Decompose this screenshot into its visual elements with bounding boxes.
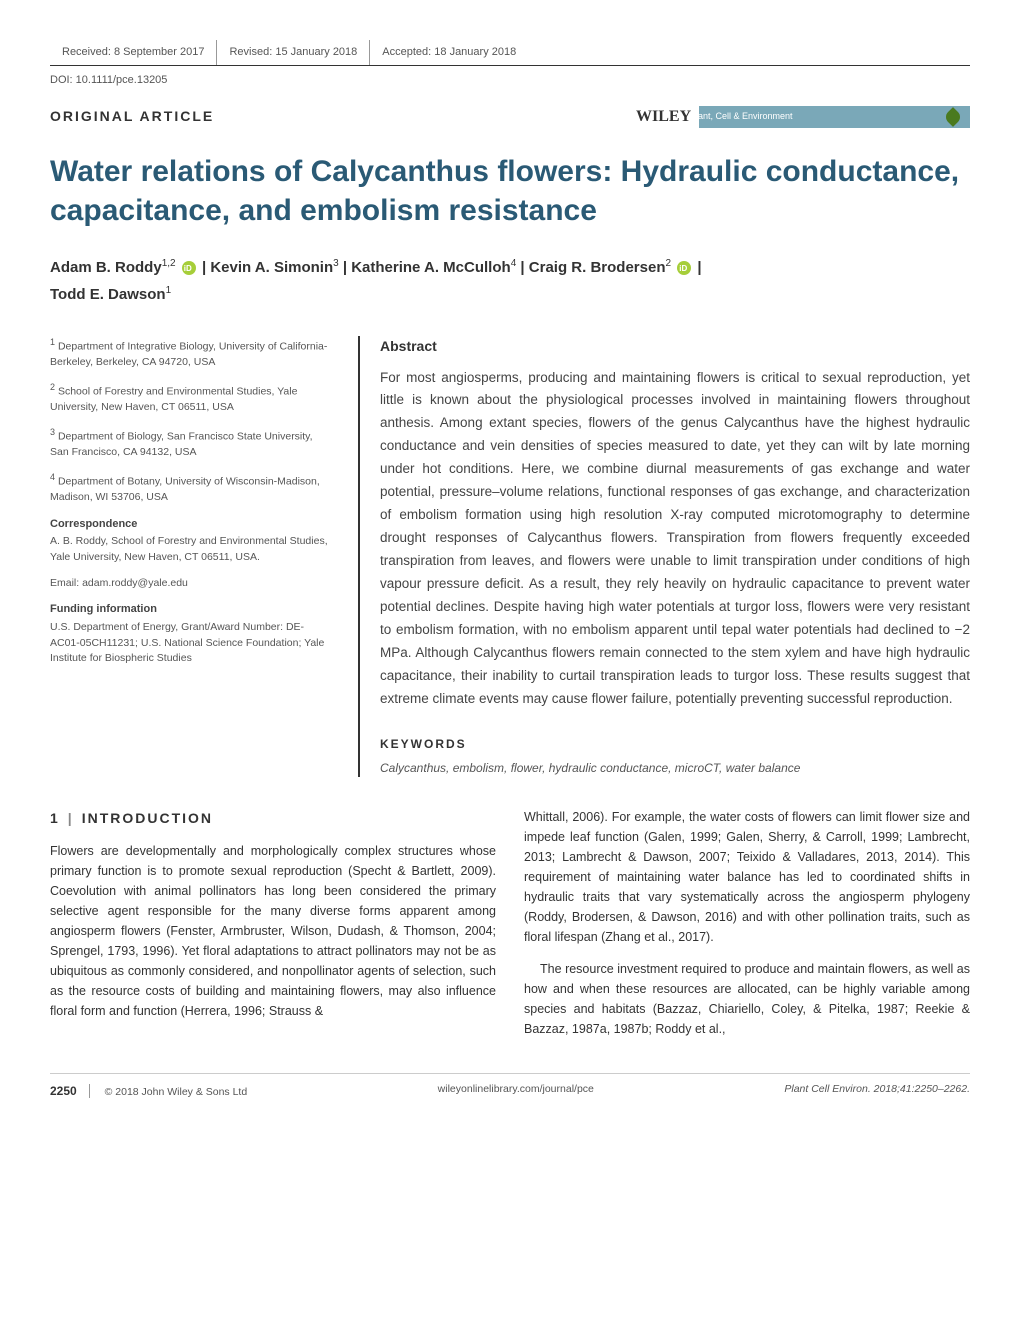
author-3-affil: 4 (511, 258, 517, 269)
section-number: 1 (50, 810, 60, 826)
revised-date: Revised: 15 January 2018 (217, 40, 370, 65)
article-title: Water relations of Calycanthus flowers: … (50, 152, 970, 230)
author-list: Adam B. Roddy1,2 | Kevin A. Simonin3 | K… (50, 254, 970, 308)
article-meta-bar: Received: 8 September 2017 Revised: 15 J… (50, 40, 970, 66)
author-4: Craig R. Brodersen (529, 259, 666, 276)
footer-url: wileyonlinelibrary.com/journal/pce (438, 1082, 594, 1101)
doi-text: DOI: 10.1111/pce.13205 (50, 72, 970, 89)
affiliation-4: 4 Department of Botany, University of Wi… (50, 471, 330, 506)
sidebar-metadata: 1 Department of Integrative Biology, Uni… (50, 336, 330, 777)
abstract-block: Abstract For most angiosperms, producing… (358, 336, 970, 777)
author-1-affil: 1,2 (162, 258, 176, 269)
journal-brand-banner: WILEY Plant, Cell & Environment (630, 106, 970, 128)
affiliation-1: 1 Department of Integrative Biology, Uni… (50, 336, 330, 371)
section-1-heading: 1 | INTRODUCTION (50, 807, 496, 829)
leaf-icon (943, 107, 963, 127)
abstract-text: For most angiosperms, producing and main… (380, 367, 970, 711)
body-column-left: 1 | INTRODUCTION Flowers are developmental… (50, 807, 496, 1039)
footer-citation: Plant Cell Environ. 2018;41:2250–2262. (784, 1082, 970, 1101)
section-pipe: | (68, 810, 74, 826)
body-column-right: Whittall, 2006). For example, the water … (524, 807, 970, 1039)
journal-name-text: Plant, Cell & Environment (690, 110, 793, 124)
body-paragraph: The resource investment required to prod… (524, 959, 970, 1039)
author-5: Todd E. Dawson (50, 286, 166, 303)
wiley-logo-text: WILEY (628, 103, 699, 131)
orcid-icon[interactable] (677, 261, 691, 275)
affiliation-2: 2 School of Forestry and Environmental S… (50, 381, 330, 416)
author-sep: | (520, 259, 528, 276)
author-sep: | (343, 259, 351, 276)
copyright-text: © 2018 John Wiley & Sons Ltd (105, 1086, 248, 1098)
accepted-date: Accepted: 18 January 2018 (370, 40, 528, 65)
author-1: Adam B. Roddy (50, 259, 162, 276)
author-3: Katherine A. McCulloh (351, 259, 510, 276)
keywords-heading: KEYWORDS (380, 735, 970, 753)
keywords-text: Calycanthus, embolism, flower, hydraulic… (380, 759, 970, 777)
funding-heading: Funding information (50, 601, 330, 618)
funding-text: U.S. Department of Energy, Grant/Award N… (50, 620, 330, 667)
orcid-icon[interactable] (182, 261, 196, 275)
author-5-affil: 1 (166, 285, 172, 296)
correspondence-email: Email: adam.roddy@yale.edu (50, 576, 330, 592)
body-paragraph: Whittall, 2006). For example, the water … (524, 807, 970, 947)
author-2: Kevin A. Simonin (210, 259, 333, 276)
article-type-row: ORIGINAL ARTICLE WILEY Plant, Cell & Env… (50, 106, 970, 128)
body-paragraph: Flowers are developmentally and morpholo… (50, 841, 496, 1021)
abstract-heading: Abstract (380, 336, 970, 357)
author-sep: | (697, 259, 701, 276)
footer-left: 2250 © 2018 John Wiley & Sons Ltd (50, 1082, 247, 1101)
affiliation-3: 3 Department of Biology, San Francisco S… (50, 426, 330, 461)
page-number: 2250 (50, 1084, 90, 1098)
author-2-affil: 3 (333, 258, 339, 269)
page-footer: 2250 © 2018 John Wiley & Sons Ltd wileyo… (50, 1073, 970, 1101)
correspondence-text: A. B. Roddy, School of Forestry and Envi… (50, 534, 330, 566)
article-type-label: ORIGINAL ARTICLE (50, 106, 214, 127)
section-title: INTRODUCTION (82, 810, 213, 826)
body-columns: 1 | INTRODUCTION Flowers are developmental… (50, 807, 970, 1039)
author-4-affil: 2 (666, 258, 672, 269)
correspondence-heading: Correspondence (50, 516, 330, 533)
received-date: Received: 8 September 2017 (50, 40, 217, 65)
